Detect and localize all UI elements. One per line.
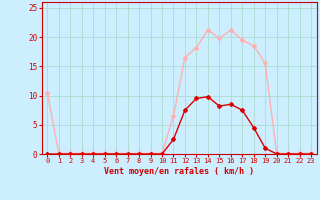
X-axis label: Vent moyen/en rafales ( km/h ): Vent moyen/en rafales ( km/h ) <box>104 167 254 176</box>
